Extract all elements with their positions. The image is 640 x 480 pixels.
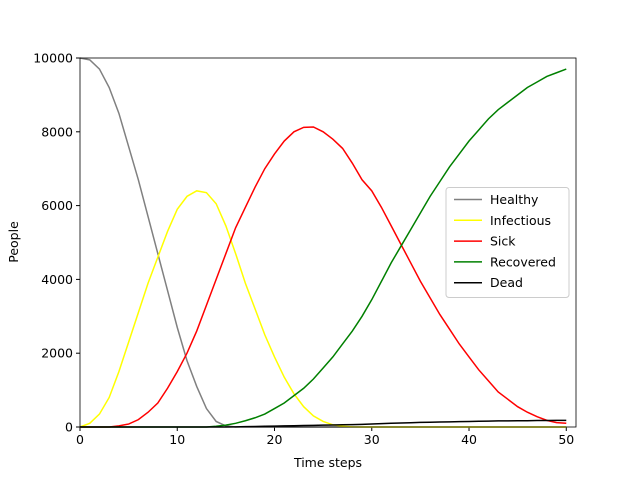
- series-line: [80, 126, 567, 428]
- y-tick-label: 10000: [33, 51, 73, 66]
- y-axis-label: People: [6, 221, 21, 263]
- y-tick-label: 4000: [41, 272, 73, 287]
- legend: Healthy Infectious Sick Recovered Dead: [445, 187, 570, 298]
- y-tick-label: 8000: [41, 124, 73, 139]
- x-tick-label: 30: [364, 432, 380, 447]
- y-tick-label: 0: [65, 420, 73, 435]
- legend-label: Recovered: [490, 254, 556, 269]
- legend-frame: [445, 187, 570, 298]
- legend-label: Infectious: [490, 213, 551, 228]
- x-tick-label: 0: [76, 432, 84, 447]
- legend-label: Healthy: [490, 192, 539, 207]
- y-tick-label: 6000: [41, 198, 73, 213]
- y-tick-label: 2000: [41, 346, 73, 361]
- x-tick-label: 40: [461, 432, 477, 447]
- x-axis-label: Time steps: [293, 455, 362, 470]
- x-tick-label: 10: [169, 432, 185, 447]
- plot-frame: [79, 57, 577, 428]
- x-tick-label: 20: [267, 432, 283, 447]
- legend-label: Dead: [490, 275, 523, 290]
- x-tick-label: 50: [558, 432, 574, 447]
- legend-label: Sick: [490, 234, 516, 249]
